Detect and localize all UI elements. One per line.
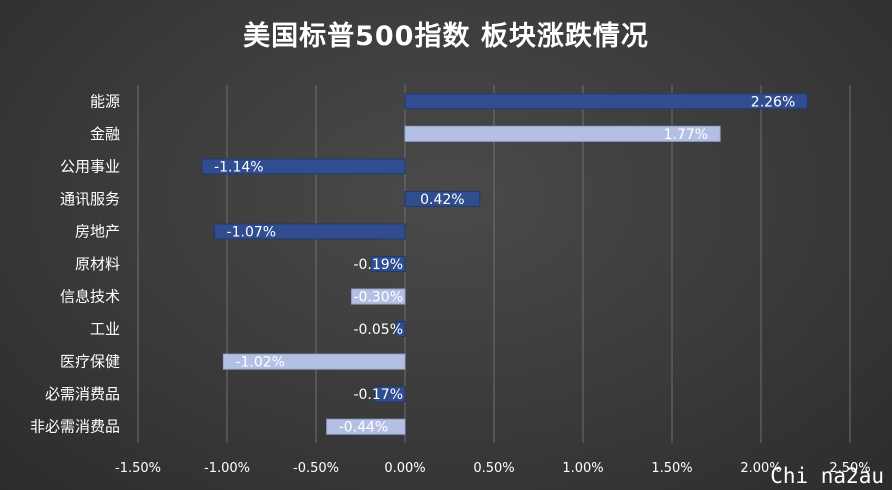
data-label: -0.19% (353, 257, 403, 273)
category-label: 通讯服务 (60, 190, 120, 208)
data-label: -0.30% (353, 290, 403, 306)
bar (214, 223, 406, 240)
data-label: 0.42% (420, 192, 464, 208)
data-labels: 2.26% 1.77% -1.14% 0.42% -1.07% -0.19% -0.30% -… (214, 94, 795, 435)
bar (326, 418, 406, 435)
x-tick-label: 2.00% (740, 461, 781, 476)
category-label: 金融 (90, 125, 120, 143)
data-label: -0.44% (339, 420, 389, 436)
category-label: 必需消费品 (45, 385, 120, 403)
data-label: -1.02% (235, 355, 285, 371)
x-tick-label: 0.00% (384, 461, 425, 476)
category-label: 房地产 (75, 222, 120, 240)
chart-title: 美国标普500指数 板块涨跌情况 (243, 21, 649, 52)
bar (351, 288, 406, 305)
data-label: -0.05% (353, 322, 403, 338)
bar (404, 190, 481, 207)
category-label: 信息技术 (60, 288, 120, 306)
category-label: 工业 (90, 320, 120, 338)
data-label: 2.26% (751, 94, 795, 110)
bar (374, 386, 406, 403)
bar (395, 321, 406, 338)
x-tick-label: 2.50% (829, 461, 870, 476)
bar (201, 158, 406, 175)
x-tick-label: -1.50% (115, 461, 161, 476)
category-label: 能源 (90, 92, 120, 110)
x-tick-label: 1.00% (562, 461, 603, 476)
category-label: 非必需消费品 (30, 418, 120, 436)
x-tick-label: -1.00% (204, 461, 250, 476)
bar (222, 353, 406, 370)
x-tick-label: -0.50% (293, 461, 339, 476)
bar (370, 256, 406, 272)
data-label: -1.07% (227, 224, 277, 240)
data-label: 1.77% (664, 127, 708, 143)
data-label: -0.17% (353, 387, 403, 403)
grid-lines (137, 85, 851, 443)
x-tick-label: 1.50% (651, 461, 692, 476)
bars (201, 93, 808, 435)
bar (404, 93, 808, 110)
watermark: Chi na2au (770, 464, 884, 488)
category-label: 原材料 (75, 255, 120, 273)
x-tick-label: 0.50% (473, 461, 514, 476)
bar (404, 125, 721, 142)
category-label: 公用事业 (60, 157, 120, 175)
data-label: -1.14% (214, 159, 264, 175)
axes: -1.50% -1.00% -0.50% 0.00% 0.50% 1.00% 1.50% 2.… (30, 92, 871, 476)
category-label: 医疗保健 (60, 353, 120, 371)
